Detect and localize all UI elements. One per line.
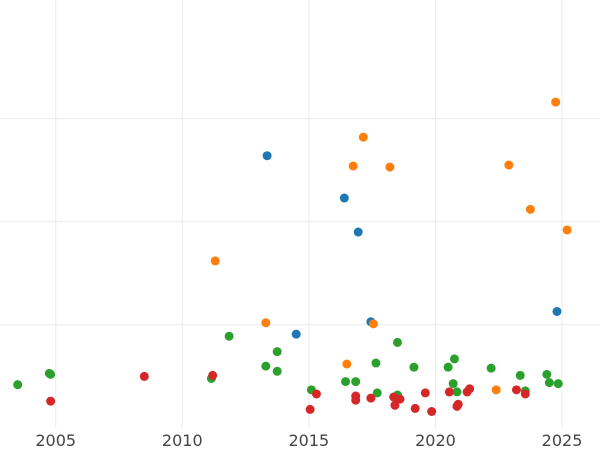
data-point <box>371 358 381 368</box>
data-point <box>553 379 563 389</box>
data-point <box>520 389 530 399</box>
data-point <box>348 161 358 171</box>
data-point <box>372 388 382 398</box>
data-point <box>390 400 400 410</box>
data-point <box>341 377 351 387</box>
x-axis-ticks: 2005 2010 2015 2020 2025 <box>35 431 582 450</box>
data-point <box>311 389 321 399</box>
data-point <box>452 387 462 397</box>
data-point <box>291 329 301 339</box>
data-point <box>443 362 453 372</box>
data-point <box>409 362 419 372</box>
data-point <box>366 393 376 403</box>
data-point <box>139 371 149 381</box>
data-point <box>544 378 554 388</box>
x-tick-label: 2015 <box>289 431 330 450</box>
data-point <box>46 396 56 406</box>
data-point <box>208 370 218 380</box>
data-point <box>562 225 572 235</box>
data-point <box>392 337 402 347</box>
data-point <box>448 379 458 389</box>
x-tick-label: 2025 <box>542 431 583 450</box>
data-point <box>261 361 271 371</box>
data-point <box>410 403 420 413</box>
data-points <box>13 97 572 416</box>
data-point <box>525 204 535 214</box>
data-point <box>427 406 437 416</box>
data-point <box>44 368 54 378</box>
data-point <box>385 162 395 172</box>
data-point <box>551 97 561 107</box>
data-point <box>452 401 462 411</box>
data-point <box>552 306 562 316</box>
data-point <box>395 394 405 404</box>
data-point <box>262 151 272 161</box>
data-point <box>272 366 282 376</box>
data-point <box>504 160 514 170</box>
data-point <box>353 227 363 237</box>
grid <box>0 0 600 428</box>
data-point <box>351 377 361 387</box>
data-point <box>511 385 521 395</box>
data-point <box>224 331 234 341</box>
data-point <box>449 354 459 364</box>
x-tick-label: 2020 <box>415 431 456 450</box>
data-point <box>13 380 23 390</box>
x-tick-label: 2005 <box>35 431 76 450</box>
data-point <box>486 363 496 373</box>
data-point <box>542 369 552 379</box>
data-point <box>368 319 378 329</box>
data-point <box>261 318 271 328</box>
data-point <box>358 132 368 142</box>
data-point <box>351 395 361 405</box>
data-point <box>465 384 475 394</box>
data-point <box>305 404 315 414</box>
data-point <box>491 385 501 395</box>
data-point <box>339 193 349 203</box>
data-point <box>272 347 282 357</box>
data-point <box>342 359 352 369</box>
data-point <box>444 387 454 397</box>
data-point <box>420 388 430 398</box>
x-tick-label: 2010 <box>162 431 203 450</box>
data-point <box>515 370 525 380</box>
data-point <box>210 256 220 266</box>
